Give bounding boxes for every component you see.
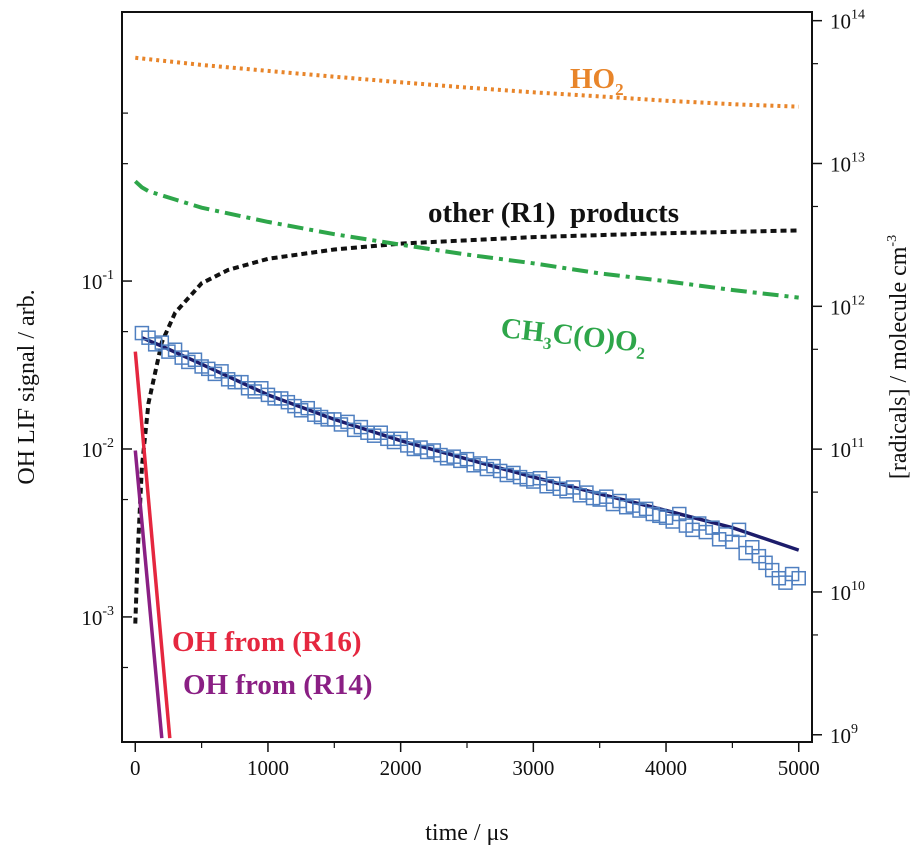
series-line-oh-from-r16 (133, 351, 172, 739)
y-left-axis-title: OH LIF signal / arb. (14, 289, 40, 484)
x-axis-title: time / μs (425, 820, 509, 846)
label-ho2: HO2 (570, 63, 624, 99)
x-tick-label: 3000 (512, 756, 554, 780)
y-right-axis-title: [radicals] / molecule cm-3 (885, 235, 912, 479)
axis-ticks: 0 1000 2000 3000 4000 5000 10-1 10-2 10-3 1014 101… (14, 8, 912, 846)
series-line-other-r1-products (133, 228, 799, 624)
y-right-tick-label: 1013 (830, 150, 865, 176)
data-point (731, 522, 747, 538)
label-oh-r14: OH from (R14) (183, 669, 373, 701)
x-tick-label: 2000 (380, 756, 422, 780)
series-line-fit (141, 336, 800, 552)
y-right-tick-label: 1014 (830, 8, 865, 34)
y-right-tick-label: 109 (830, 722, 858, 748)
series-oh-data (134, 325, 806, 590)
series-layer (133, 55, 806, 739)
y-right-tick-label: 1012 (830, 293, 865, 319)
series-line-ho2 (135, 55, 799, 109)
label-oh-r16: OH from (R16) (172, 626, 362, 658)
y-right-tick-label: 1011 (830, 436, 864, 462)
y-left-tick-label: 10-2 (81, 436, 114, 462)
y-left-tick-label: 10-3 (81, 604, 114, 630)
data-point (791, 570, 806, 586)
x-tick-label: 5000 (778, 756, 820, 780)
y-left-tick-label: 10-1 (81, 268, 114, 294)
y-right-tick-label: 1010 (830, 579, 865, 605)
label-ch3coo2: CH3C(O)O2 (499, 312, 648, 363)
label-other-products: other (R1) products (428, 197, 679, 229)
labels-layer: HO2 other (R1) products CH3C(O)O2 OH from (… (172, 63, 679, 701)
x-tick-label: 1000 (247, 756, 289, 780)
series-line-oh-from-r14 (133, 450, 164, 739)
x-tick-label: 4000 (645, 756, 687, 780)
x-tick-label: 0 (130, 756, 141, 780)
